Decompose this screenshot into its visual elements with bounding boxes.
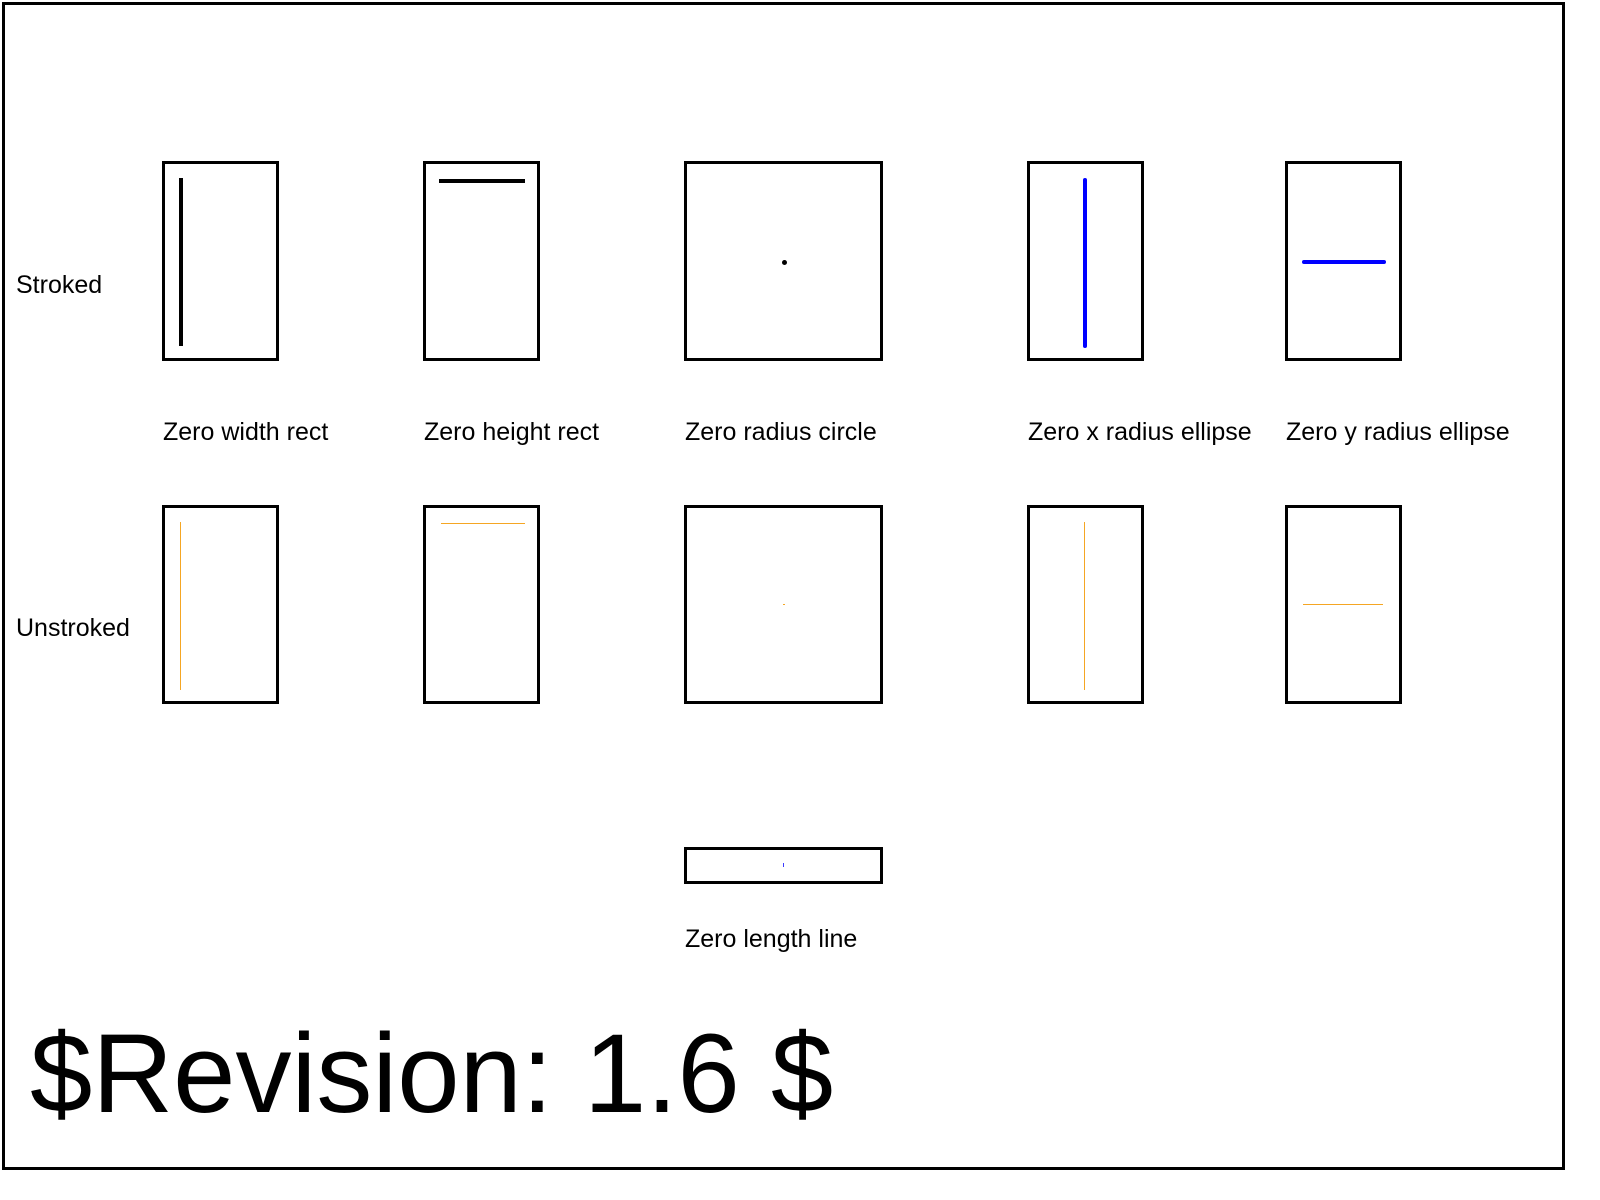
unstroked-zero-height-rect-box [423, 505, 540, 704]
row-label-stroked: Stroked [16, 271, 103, 299]
stroked-zero-height-rect-box [423, 161, 540, 361]
row-label-unstroked: Unstroked [16, 614, 130, 642]
label-zero-x-radius-ellipse: Zero x radius ellipse [1028, 418, 1252, 446]
stroked-zero-radius-circle-dot [782, 260, 787, 265]
page-border [2, 2, 1565, 1170]
unstroked-zero-radius-circle-box [684, 505, 883, 704]
unstroked-zero-y-radius-ellipse-mark [1303, 604, 1383, 605]
unstroked-zero-width-rect-mark [180, 522, 181, 690]
unstroked-zero-x-radius-ellipse-box [1027, 505, 1144, 704]
label-zero-y-radius-ellipse: Zero y radius ellipse [1286, 418, 1510, 446]
zero-length-line-mark [783, 863, 784, 867]
label-zero-length-line: Zero length line [685, 925, 858, 953]
unstroked-zero-width-rect-box [162, 505, 279, 704]
unstroked-zero-x-radius-ellipse-mark [1084, 522, 1085, 690]
stroked-zero-radius-circle-box [684, 161, 883, 361]
unstroked-zero-y-radius-ellipse-box [1285, 505, 1402, 704]
revision-text: $Revision: 1.6 $ [30, 1011, 834, 1136]
stroked-zero-y-radius-ellipse-box [1285, 161, 1402, 361]
unstroked-zero-radius-circle-dot [783, 604, 785, 605]
label-zero-width-rect: Zero width rect [163, 418, 329, 446]
stroked-zero-height-rect-mark [439, 179, 525, 183]
zero-length-line-box [684, 847, 883, 884]
label-zero-radius-circle: Zero radius circle [685, 418, 877, 446]
stroked-zero-x-radius-ellipse-box [1027, 161, 1144, 361]
unstroked-zero-height-rect-mark [441, 523, 525, 524]
label-zero-height-rect: Zero height rect [424, 418, 600, 446]
stroked-zero-y-radius-ellipse-mark [1302, 260, 1386, 264]
stroked-zero-width-rect-mark [179, 178, 183, 346]
stroked-zero-x-radius-ellipse-mark [1083, 178, 1087, 348]
stroked-zero-width-rect-box [162, 161, 279, 361]
